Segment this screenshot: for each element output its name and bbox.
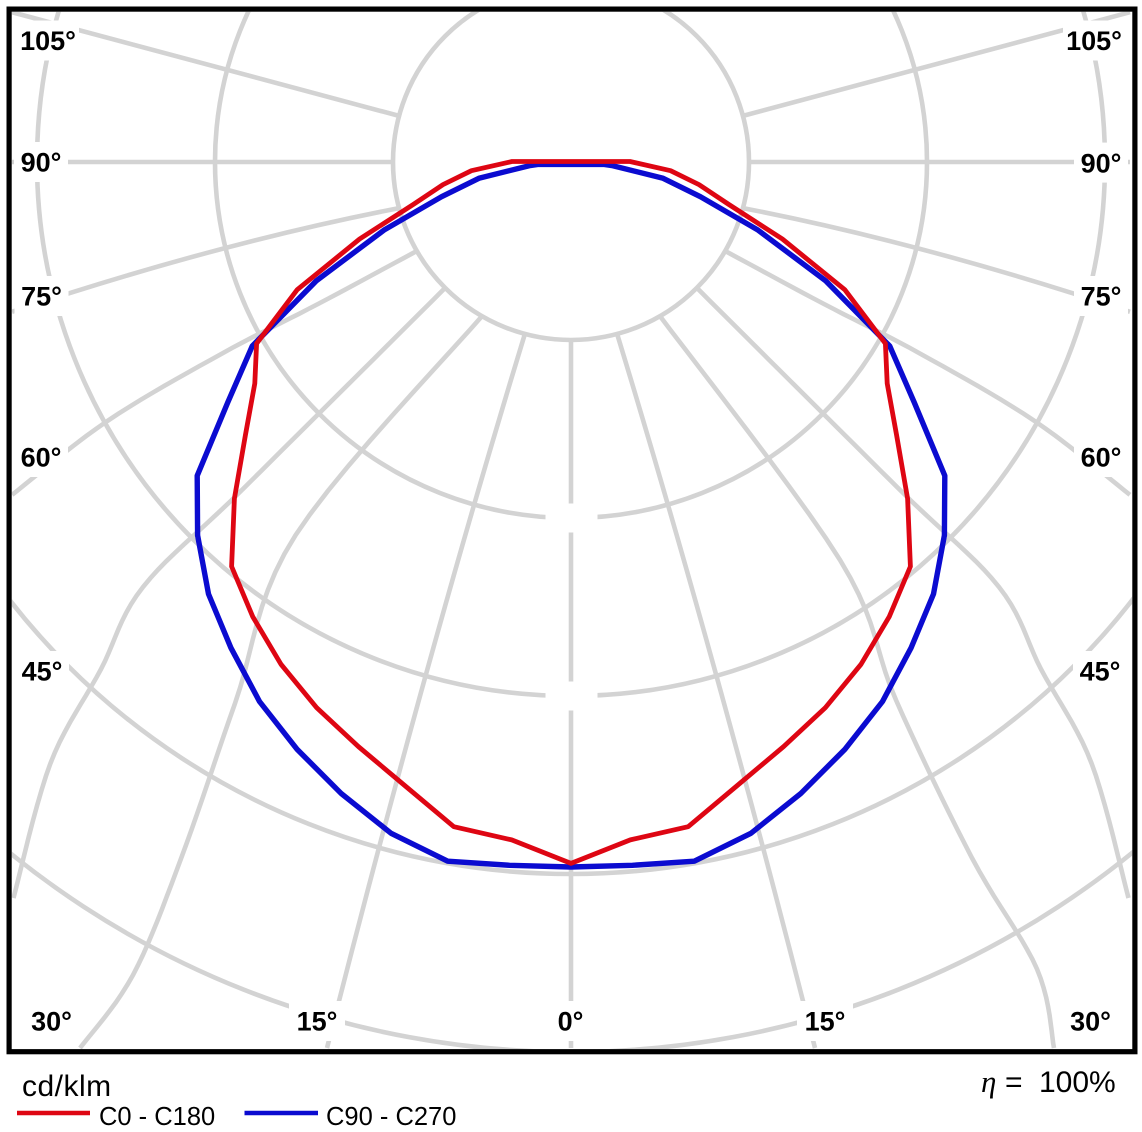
svg-text:100%: 100% bbox=[1039, 1066, 1116, 1099]
svg-text:15°: 15° bbox=[297, 1007, 338, 1037]
svg-text:45°: 45° bbox=[1080, 657, 1121, 687]
svg-text:75°: 75° bbox=[1081, 282, 1122, 312]
svg-text:60°: 60° bbox=[1081, 443, 1122, 473]
svg-text:C90 - C270: C90 - C270 bbox=[326, 1103, 456, 1131]
svg-text:105°: 105° bbox=[1066, 26, 1122, 56]
svg-text:75°: 75° bbox=[21, 282, 62, 312]
svg-text:30°: 30° bbox=[1070, 1007, 1111, 1037]
svg-text:60°: 60° bbox=[21, 443, 62, 473]
svg-text:90°: 90° bbox=[21, 148, 62, 178]
svg-text:15°: 15° bbox=[805, 1007, 846, 1037]
svg-text:105°: 105° bbox=[20, 26, 76, 56]
svg-text:30°: 30° bbox=[31, 1007, 72, 1037]
svg-text:45°: 45° bbox=[22, 657, 63, 687]
svg-text:=: = bbox=[1005, 1066, 1023, 1099]
svg-text:0°: 0° bbox=[558, 1007, 584, 1037]
svg-text:cd/klm: cd/klm bbox=[22, 1070, 112, 1103]
svg-text:90°: 90° bbox=[1081, 148, 1122, 178]
svg-text:C0 - C180: C0 - C180 bbox=[99, 1103, 215, 1131]
svg-text:η: η bbox=[981, 1064, 996, 1099]
